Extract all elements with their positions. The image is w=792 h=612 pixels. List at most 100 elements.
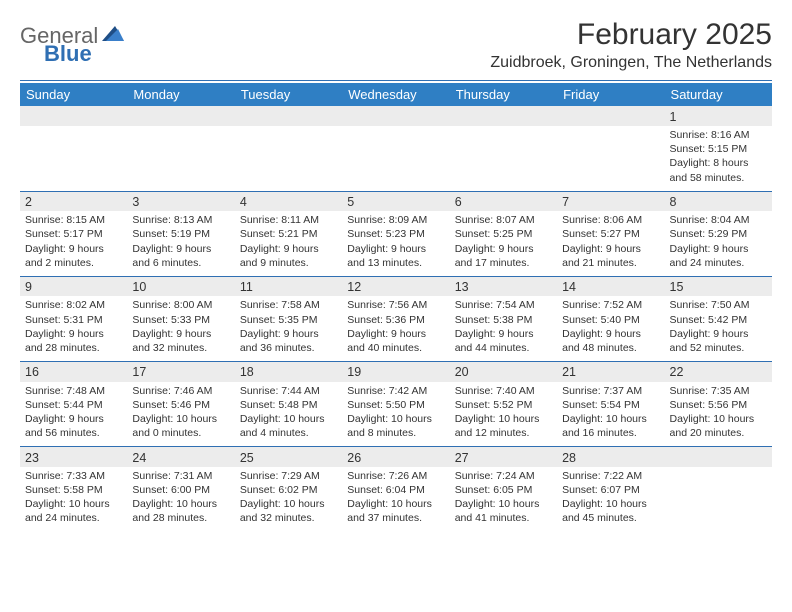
weekday-header: Monday bbox=[127, 83, 234, 106]
sunrise-line: Sunrise: 7:37 AM bbox=[562, 384, 659, 398]
day-number-cell: 14 bbox=[557, 276, 664, 296]
weekday-header: Tuesday bbox=[235, 83, 342, 106]
weekday-header: Thursday bbox=[450, 83, 557, 106]
day-detail-cell: Sunrise: 7:24 AMSunset: 6:05 PMDaylight:… bbox=[450, 467, 557, 532]
sunrise-line: Sunrise: 8:16 AM bbox=[670, 128, 767, 142]
sunset-line: Sunset: 6:05 PM bbox=[455, 483, 552, 497]
sunset-line: Sunset: 5:38 PM bbox=[455, 313, 552, 327]
sunrise-line: Sunrise: 7:46 AM bbox=[132, 384, 229, 398]
day-detail-cell: Sunrise: 7:48 AMSunset: 5:44 PMDaylight:… bbox=[20, 382, 127, 447]
daylight-line: Daylight: 10 hours and 0 minutes. bbox=[132, 412, 229, 440]
day-number-cell: 26 bbox=[342, 447, 449, 467]
sunrise-line: Sunrise: 8:13 AM bbox=[132, 213, 229, 227]
week-details-row: Sunrise: 7:48 AMSunset: 5:44 PMDaylight:… bbox=[20, 382, 772, 447]
daylight-line: Daylight: 9 hours and 40 minutes. bbox=[347, 327, 444, 355]
day-detail-cell bbox=[20, 126, 127, 191]
sunrise-line: Sunrise: 7:42 AM bbox=[347, 384, 444, 398]
day-detail-cell bbox=[235, 126, 342, 191]
day-number-cell: 1 bbox=[665, 106, 772, 126]
sunrise-line: Sunrise: 7:33 AM bbox=[25, 469, 122, 483]
day-detail-cell: Sunrise: 7:31 AMSunset: 6:00 PMDaylight:… bbox=[127, 467, 234, 532]
brand-logo: General Blue bbox=[20, 18, 126, 65]
day-detail-cell: Sunrise: 7:56 AMSunset: 5:36 PMDaylight:… bbox=[342, 296, 449, 361]
day-detail-cell: Sunrise: 8:11 AMSunset: 5:21 PMDaylight:… bbox=[235, 211, 342, 276]
daylight-line: Daylight: 9 hours and 56 minutes. bbox=[25, 412, 122, 440]
sunset-line: Sunset: 5:27 PM bbox=[562, 227, 659, 241]
sunrise-line: Sunrise: 8:07 AM bbox=[455, 213, 552, 227]
daylight-line: Daylight: 9 hours and 13 minutes. bbox=[347, 242, 444, 270]
day-number-cell: 25 bbox=[235, 447, 342, 467]
day-detail-cell: Sunrise: 7:33 AMSunset: 5:58 PMDaylight:… bbox=[20, 467, 127, 532]
day-number-cell: 5 bbox=[342, 191, 449, 211]
day-detail-cell: Sunrise: 7:22 AMSunset: 6:07 PMDaylight:… bbox=[557, 467, 664, 532]
sunrise-line: Sunrise: 8:06 AM bbox=[562, 213, 659, 227]
daylight-line: Daylight: 10 hours and 24 minutes. bbox=[25, 497, 122, 525]
day-number-cell: 12 bbox=[342, 276, 449, 296]
daylight-line: Daylight: 9 hours and 17 minutes. bbox=[455, 242, 552, 270]
day-detail-cell: Sunrise: 8:13 AMSunset: 5:19 PMDaylight:… bbox=[127, 211, 234, 276]
sunset-line: Sunset: 5:17 PM bbox=[25, 227, 122, 241]
week-daynumber-row: 2345678 bbox=[20, 191, 772, 211]
day-number-cell: 3 bbox=[127, 191, 234, 211]
daylight-line: Daylight: 10 hours and 16 minutes. bbox=[562, 412, 659, 440]
daylight-line: Daylight: 10 hours and 28 minutes. bbox=[132, 497, 229, 525]
day-number-cell bbox=[665, 447, 772, 467]
sunset-line: Sunset: 5:52 PM bbox=[455, 398, 552, 412]
sunset-line: Sunset: 5:56 PM bbox=[670, 398, 767, 412]
sunrise-line: Sunrise: 8:04 AM bbox=[670, 213, 767, 227]
week-daynumber-row: 16171819202122 bbox=[20, 362, 772, 382]
day-detail-cell: Sunrise: 8:15 AMSunset: 5:17 PMDaylight:… bbox=[20, 211, 127, 276]
calendar-table: Sunday Monday Tuesday Wednesday Thursday… bbox=[20, 83, 772, 531]
sunset-line: Sunset: 5:31 PM bbox=[25, 313, 122, 327]
week-details-row: Sunrise: 8:15 AMSunset: 5:17 PM Daylight:… bbox=[20, 211, 772, 276]
day-detail-cell: Sunrise: 7:42 AMSunset: 5:50 PMDaylight:… bbox=[342, 382, 449, 447]
week-daynumber-row: 9101112131415 bbox=[20, 276, 772, 296]
sunrise-line: Sunrise: 7:22 AM bbox=[562, 469, 659, 483]
day-detail-cell: Sunrise: 8:06 AMSunset: 5:27 PMDaylight:… bbox=[557, 211, 664, 276]
location-subtitle: Zuidbroek, Groningen, The Netherlands bbox=[490, 54, 772, 72]
weekday-header: Sunday bbox=[20, 83, 127, 106]
sunrise-line: Sunrise: 7:52 AM bbox=[562, 298, 659, 312]
day-detail-cell: Sunrise: 7:37 AMSunset: 5:54 PMDaylight:… bbox=[557, 382, 664, 447]
sunrise-line: Sunrise: 8:15 AM bbox=[25, 213, 122, 227]
sunset-line: Sunset: 5:15 PM bbox=[670, 142, 767, 156]
sunrise-line: Sunrise: 7:56 AM bbox=[347, 298, 444, 312]
daylight-line: Daylight: 8 hours and 58 minutes. bbox=[670, 156, 767, 184]
sunrise-line: Sunrise: 7:29 AM bbox=[240, 469, 337, 483]
day-number-cell: 2 bbox=[20, 191, 127, 211]
sunrise-line: Sunrise: 7:40 AM bbox=[455, 384, 552, 398]
daylight-line: Daylight: 9 hours and 36 minutes. bbox=[240, 327, 337, 355]
day-detail-cell: Sunrise: 7:29 AMSunset: 6:02 PMDaylight:… bbox=[235, 467, 342, 532]
daylight-line: Daylight: 9 hours and 48 minutes. bbox=[562, 327, 659, 355]
sunrise-line: Sunrise: 7:44 AM bbox=[240, 384, 337, 398]
day-number-cell bbox=[450, 106, 557, 126]
sunrise-line: Sunrise: 7:48 AM bbox=[25, 384, 122, 398]
day-detail-cell: Sunrise: 8:16 AMSunset: 5:15 PMDaylight:… bbox=[665, 126, 772, 191]
weekday-header: Saturday bbox=[665, 83, 772, 106]
day-number-cell: 28 bbox=[557, 447, 664, 467]
day-detail-cell bbox=[127, 126, 234, 191]
title-block: February 2025 Zuidbroek, Groningen, The … bbox=[490, 18, 772, 72]
day-detail-cell: Sunrise: 8:00 AMSunset: 5:33 PMDaylight:… bbox=[127, 296, 234, 361]
day-detail-cell bbox=[665, 467, 772, 532]
day-number-cell bbox=[20, 106, 127, 126]
calendar-body: 1Sunrise: 8:16 AMSunset: 5:15 PMDaylight… bbox=[20, 106, 772, 531]
daylight-line: Daylight: 10 hours and 45 minutes. bbox=[562, 497, 659, 525]
day-detail-cell: Sunrise: 8:04 AMSunset: 5:29 PMDaylight:… bbox=[665, 211, 772, 276]
daylight-line: Daylight: 10 hours and 12 minutes. bbox=[455, 412, 552, 440]
sunset-line: Sunset: 5:54 PM bbox=[562, 398, 659, 412]
daylight-line: Daylight: 10 hours and 4 minutes. bbox=[240, 412, 337, 440]
day-number-cell: 4 bbox=[235, 191, 342, 211]
sunrise-line: Sunrise: 7:54 AM bbox=[455, 298, 552, 312]
week-details-row: Sunrise: 7:33 AMSunset: 5:58 PMDaylight:… bbox=[20, 467, 772, 532]
sunset-line: Sunset: 5:50 PM bbox=[347, 398, 444, 412]
day-detail-cell: Sunrise: 7:46 AMSunset: 5:46 PMDaylight:… bbox=[127, 382, 234, 447]
day-number-cell: 9 bbox=[20, 276, 127, 296]
daylight-line: Daylight: 9 hours and 32 minutes. bbox=[132, 327, 229, 355]
daylight-line: Daylight: 9 hours and 52 minutes. bbox=[670, 327, 767, 355]
sunset-line: Sunset: 6:04 PM bbox=[347, 483, 444, 497]
sunset-line: Sunset: 5:44 PM bbox=[25, 398, 122, 412]
day-number-cell: 15 bbox=[665, 276, 772, 296]
day-number-cell bbox=[127, 106, 234, 126]
sunset-line: Sunset: 6:02 PM bbox=[240, 483, 337, 497]
